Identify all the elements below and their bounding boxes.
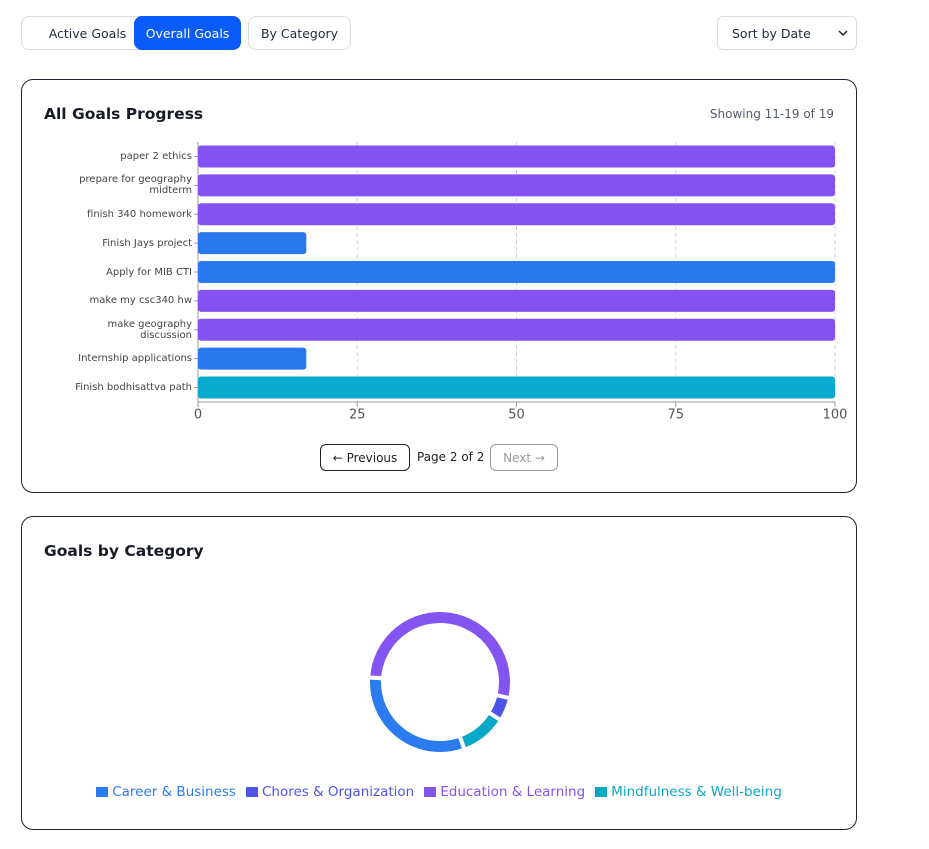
doughnut-segment [366,675,468,756]
progress-card: All Goals Progress Showing 11-19 of 19 0… [21,79,857,493]
y-tick-label: Finish bodhisattva path [75,382,192,394]
bar [198,203,835,226]
category-card: Goals by Category Career & Business Chore… [21,516,857,830]
next-button[interactable]: Next → [490,444,558,471]
bar-chart: 0 25 50 75 100 [194,142,848,423]
legend-item: Career & Business [96,784,236,800]
y-tick-label: Internship applications [78,353,192,365]
y-tick-label: make my csc340 hw [89,295,192,307]
y-tick-label: finish 340 homework [87,208,192,220]
page-indicator: Page 2 of 2 [417,450,485,464]
legend-swatch [595,787,608,797]
sort-label: Sort by Date [732,25,811,41]
bar [198,145,835,168]
card-title: Goals by Category [44,542,204,560]
previous-button[interactable]: ← Previous [320,444,410,471]
bar [198,232,307,255]
legend-item: Education & Learning [424,784,585,800]
legend: Career & Business Chores & Organization Ed… [22,784,856,800]
legend-label: Chores & Organization [261,784,415,800]
y-tick-label: Finish Jays project [102,237,192,249]
y-tick-label: Apply for MIB CTI [106,266,192,278]
tab-active[interactable]: Overall Goals [134,16,241,50]
chevron [838,30,848,37]
tab[interactable]: By Category [248,16,351,50]
card-title: All Goals Progress [44,105,204,123]
y-tick-label: make geography discussion [107,318,192,341]
bar [198,318,835,341]
bar [198,289,835,312]
y-tick-label: prepare for geography midterm [79,174,192,197]
bar [198,347,307,370]
legend-swatch [424,787,437,797]
sort-select[interactable]: Sort by Date [717,16,857,50]
x-tick-label: 50 [508,408,525,423]
legend-label: Education & Learning [440,784,586,800]
legend-item: Mindfulness & Well-being [595,784,782,800]
x-tick-label: 100 [823,408,848,423]
legend-label: Career & Business [112,784,236,800]
x-tick-label: 0 [194,408,202,423]
legend-label: Mindfulness & Well-being [611,784,782,800]
tab[interactable]: Active Goals [21,16,154,50]
x-tick-label: 75 [667,408,684,423]
bar [198,174,835,197]
bar [198,376,835,399]
legend-item: Chores & Organization [245,784,415,800]
doughnut-segment [456,709,504,753]
legend-swatch [245,787,258,797]
x-tick-label: 25 [349,408,366,423]
bar [198,261,835,283]
subtitle: Showing 11-19 of 19 [709,107,834,121]
doughnut-segment [366,608,514,701]
y-tick-label: paper 2 ethics [120,150,192,162]
legend-swatch [96,787,109,797]
doughnut-chart [366,608,514,756]
